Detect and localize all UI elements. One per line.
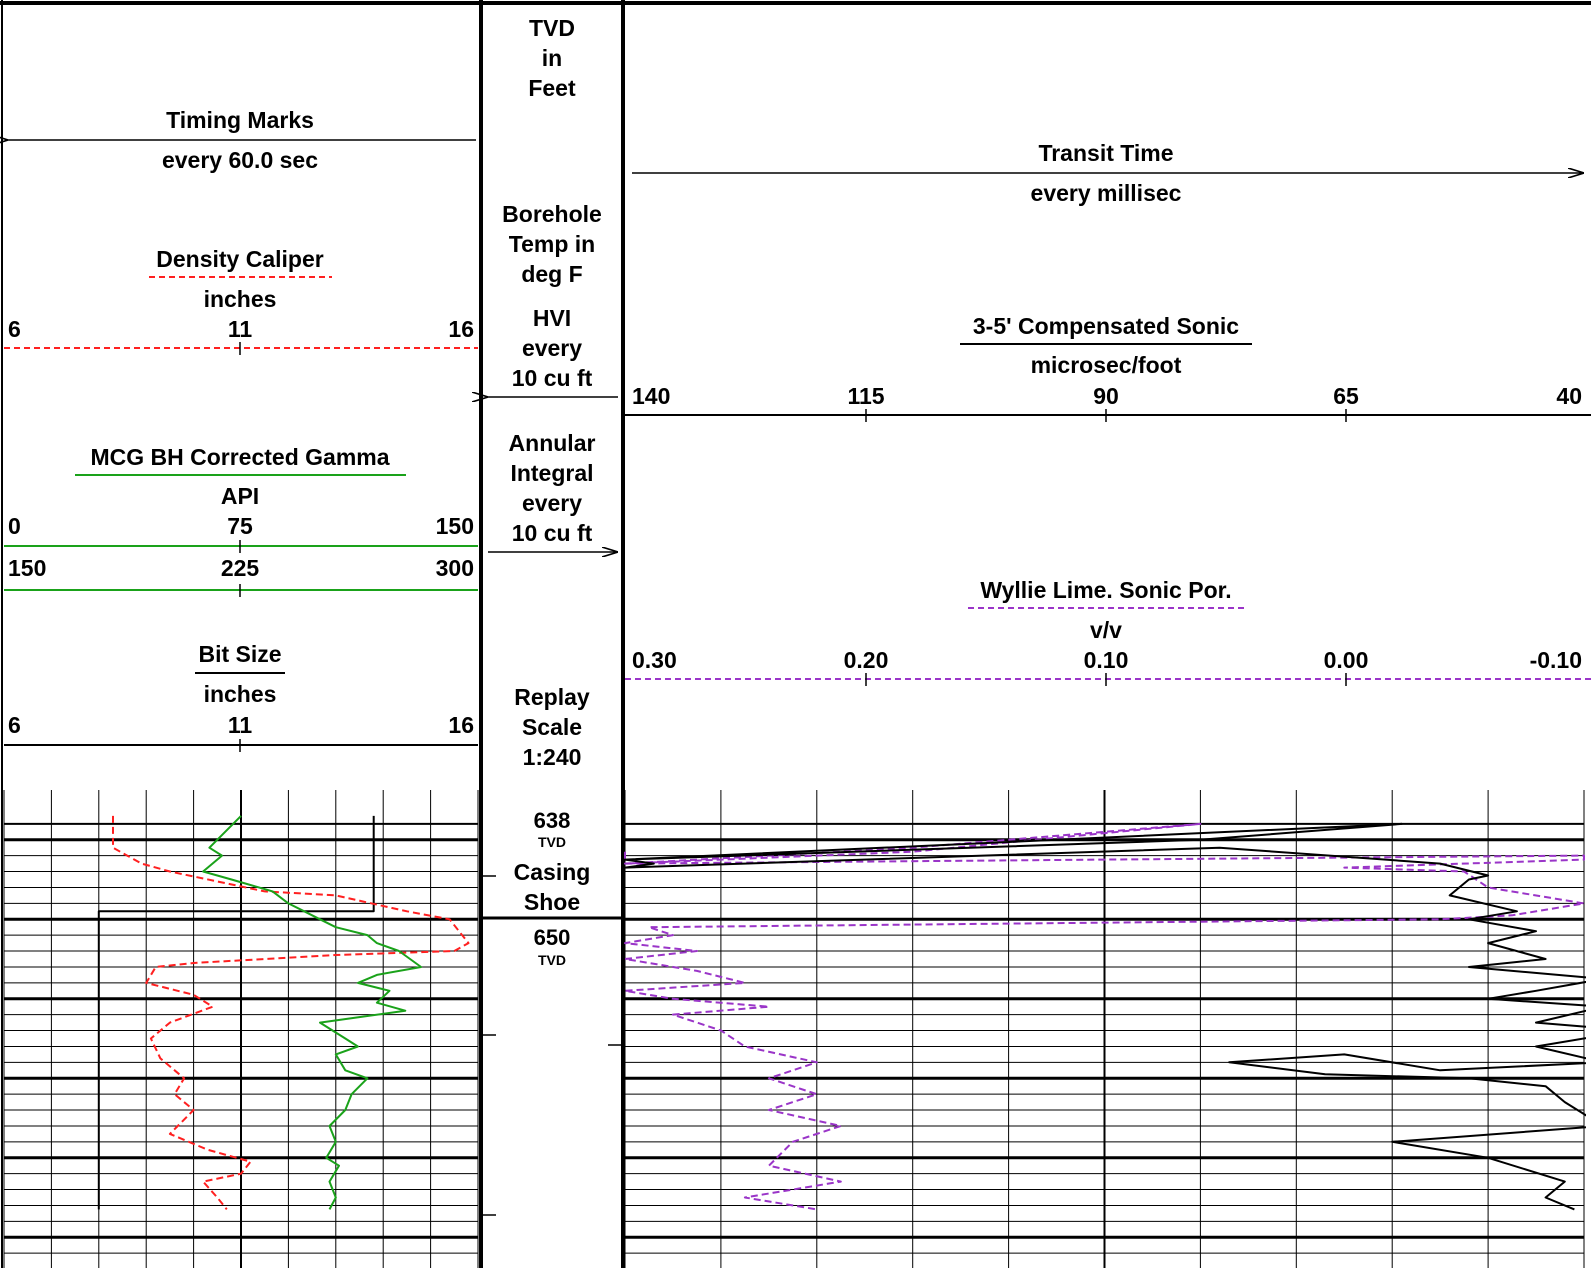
sonic-scale-140: 140 (632, 383, 670, 409)
annular-label-2: Integral (510, 460, 593, 486)
sonic-scale-115: 115 (847, 383, 884, 409)
porosity-scale-000: 0.00 (1324, 647, 1369, 673)
bit-size-title: Bit Size (198, 641, 281, 667)
sonic-unit: microsec/foot (1031, 352, 1182, 378)
porosity-scale-030: 0.30 (632, 647, 677, 673)
replay-label-2: Scale (522, 714, 582, 740)
gamma-backup-scale-min: 150 (8, 555, 46, 581)
temp-label-3: deg F (521, 261, 582, 287)
sonic-curve (624, 822, 1586, 1211)
transit-time-subtitle: every millisec (1031, 180, 1182, 206)
bit-size-scale-max: 16 (448, 712, 474, 738)
porosity-scale-neg010: -0.10 (1530, 647, 1582, 673)
depth-label-638: 638 (534, 808, 571, 833)
bit-size-scale-min: 6 (8, 712, 21, 738)
bit-size-scale-mid: 11 (228, 712, 253, 738)
temp-label-1: Borehole (502, 201, 602, 227)
casing-label-2: Shoe (524, 889, 580, 915)
porosity-unit: v/v (1090, 617, 1122, 643)
tvd-label-3: Feet (528, 75, 576, 101)
gamma-backup-scale-mid: 225 (221, 555, 260, 581)
depth-label-638-sub: TVD (538, 834, 566, 850)
curves-track-2 (624, 822, 1586, 1211)
porosity-title: Wyllie Lime. Sonic Por. (980, 577, 1231, 603)
density-caliper-scale-max: 16 (448, 316, 474, 342)
depth-column-header: TVD in Feet Borehole Temp in deg F HVI e… (483, 15, 621, 1216)
porosity-curve (624, 822, 1585, 1211)
annular-label-1: Annular (509, 430, 596, 456)
replay-label-1: Replay (514, 684, 590, 710)
curves-track-1 (97, 815, 470, 1211)
hvi-label-2: every (522, 335, 582, 361)
timing-marks-title: Timing Marks (166, 107, 314, 133)
tvd-label-2: in (542, 45, 562, 71)
density-caliper-title: Density Caliper (156, 246, 323, 272)
replay-label-3: 1:240 (523, 744, 582, 770)
grid-track-1 (3, 790, 479, 1268)
gamma-unit: API (221, 483, 259, 509)
right-header: Transit Time every millisec 3-5' Compens… (625, 140, 1591, 686)
sonic-title: 3-5' Compensated Sonic (973, 313, 1239, 339)
gamma-title: MCG BH Corrected Gamma (90, 444, 389, 470)
density-caliper-curve (112, 815, 470, 1211)
annular-label-4: 10 cu ft (512, 520, 593, 546)
gamma-scale-mid: 75 (227, 513, 253, 539)
porosity-scale-020: 0.20 (844, 647, 889, 673)
sonic-scale-65: 65 (1333, 383, 1359, 409)
transit-time-title: Transit Time (1038, 140, 1173, 166)
temp-label-2: Temp in (509, 231, 595, 257)
bit-size-curve (97, 815, 375, 1210)
casing-label-1: Casing (514, 859, 591, 885)
sonic-scale-40: 40 (1556, 383, 1582, 409)
hvi-label-1: HVI (533, 305, 571, 331)
density-caliper-unit: inches (204, 286, 277, 312)
hvi-label-3: 10 cu ft (512, 365, 593, 391)
annular-label-3: every (522, 490, 582, 516)
density-caliper-scale-min: 6 (8, 316, 21, 342)
bit-size-unit: inches (204, 681, 277, 707)
depth-label-650-sub: TVD (538, 952, 566, 968)
depth-label-650: 650 (534, 925, 571, 950)
gamma-scale-max: 150 (436, 513, 474, 539)
sonic-scale-90: 90 (1093, 383, 1119, 409)
timing-marks-subtitle: every 60.0 sec (162, 147, 318, 173)
porosity-scale-010: 0.10 (1084, 647, 1129, 673)
density-caliper-scale-mid: 11 (228, 316, 253, 342)
gamma-curve (202, 815, 423, 1210)
tvd-label-1: TVD (529, 15, 575, 41)
gamma-scale-min: 0 (8, 513, 21, 539)
gamma-backup-scale-max: 300 (436, 555, 474, 581)
left-header: Timing Marks every 60.0 sec Density Cali… (4, 107, 478, 752)
